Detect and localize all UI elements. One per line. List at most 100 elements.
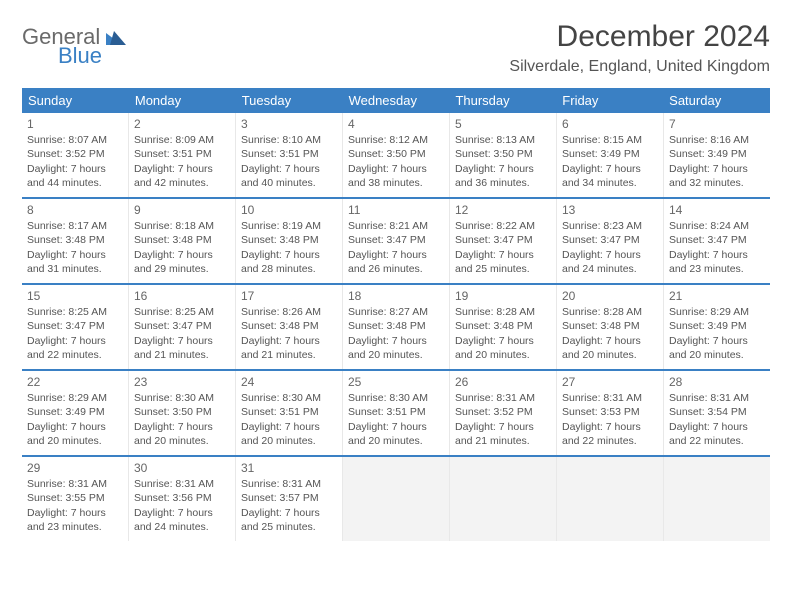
day-header: Friday bbox=[556, 88, 663, 113]
sunrise-text: Sunrise: 8:25 AM bbox=[134, 305, 230, 319]
daylight-text: Daylight: 7 hours bbox=[562, 334, 658, 348]
daylight-text: and 20 minutes. bbox=[348, 434, 444, 448]
day-cell: 20Sunrise: 8:28 AMSunset: 3:48 PMDayligh… bbox=[557, 285, 664, 369]
sunset-text: Sunset: 3:50 PM bbox=[455, 147, 551, 161]
day-cell: 16Sunrise: 8:25 AMSunset: 3:47 PMDayligh… bbox=[129, 285, 236, 369]
day-cell: 29Sunrise: 8:31 AMSunset: 3:55 PMDayligh… bbox=[22, 457, 129, 541]
day-number: 26 bbox=[455, 374, 551, 390]
daylight-text: Daylight: 7 hours bbox=[134, 248, 230, 262]
daylight-text: Daylight: 7 hours bbox=[134, 162, 230, 176]
daylight-text: and 25 minutes. bbox=[241, 520, 337, 534]
day-cell: 23Sunrise: 8:30 AMSunset: 3:50 PMDayligh… bbox=[129, 371, 236, 455]
week-row: 1Sunrise: 8:07 AMSunset: 3:52 PMDaylight… bbox=[22, 113, 770, 199]
day-number: 19 bbox=[455, 288, 551, 304]
day-number: 1 bbox=[27, 116, 123, 132]
sunrise-text: Sunrise: 8:18 AM bbox=[134, 219, 230, 233]
day-cell: 11Sunrise: 8:21 AMSunset: 3:47 PMDayligh… bbox=[343, 199, 450, 283]
daylight-text: Daylight: 7 hours bbox=[241, 162, 337, 176]
day-cell: 22Sunrise: 8:29 AMSunset: 3:49 PMDayligh… bbox=[22, 371, 129, 455]
daylight-text: Daylight: 7 hours bbox=[348, 334, 444, 348]
daylight-text: and 22 minutes. bbox=[27, 348, 123, 362]
day-cell: 13Sunrise: 8:23 AMSunset: 3:47 PMDayligh… bbox=[557, 199, 664, 283]
daylight-text: and 29 minutes. bbox=[134, 262, 230, 276]
sunset-text: Sunset: 3:49 PM bbox=[27, 405, 123, 419]
day-cell: 2Sunrise: 8:09 AMSunset: 3:51 PMDaylight… bbox=[129, 113, 236, 197]
sunrise-text: Sunrise: 8:31 AM bbox=[562, 391, 658, 405]
sunset-text: Sunset: 3:57 PM bbox=[241, 491, 337, 505]
day-cell-empty bbox=[664, 457, 770, 541]
daylight-text: Daylight: 7 hours bbox=[455, 334, 551, 348]
day-number: 2 bbox=[134, 116, 230, 132]
sunrise-text: Sunrise: 8:10 AM bbox=[241, 133, 337, 147]
sunrise-text: Sunrise: 8:29 AM bbox=[669, 305, 765, 319]
day-cell: 3Sunrise: 8:10 AMSunset: 3:51 PMDaylight… bbox=[236, 113, 343, 197]
sunrise-text: Sunrise: 8:31 AM bbox=[669, 391, 765, 405]
day-number: 23 bbox=[134, 374, 230, 390]
day-number: 22 bbox=[27, 374, 123, 390]
daylight-text: and 38 minutes. bbox=[348, 176, 444, 190]
sunset-text: Sunset: 3:52 PM bbox=[27, 147, 123, 161]
daylight-text: Daylight: 7 hours bbox=[27, 506, 123, 520]
day-cell: 5Sunrise: 8:13 AMSunset: 3:50 PMDaylight… bbox=[450, 113, 557, 197]
sunset-text: Sunset: 3:56 PM bbox=[134, 491, 230, 505]
sunset-text: Sunset: 3:47 PM bbox=[562, 233, 658, 247]
logo: General Blue bbox=[22, 20, 128, 67]
week-row: 15Sunrise: 8:25 AMSunset: 3:47 PMDayligh… bbox=[22, 285, 770, 371]
daylight-text: and 21 minutes. bbox=[241, 348, 337, 362]
day-number: 25 bbox=[348, 374, 444, 390]
day-number: 10 bbox=[241, 202, 337, 218]
day-cell: 10Sunrise: 8:19 AMSunset: 3:48 PMDayligh… bbox=[236, 199, 343, 283]
daylight-text: and 22 minutes. bbox=[562, 434, 658, 448]
daylight-text: and 20 minutes. bbox=[669, 348, 765, 362]
daylight-text: Daylight: 7 hours bbox=[562, 248, 658, 262]
sunset-text: Sunset: 3:48 PM bbox=[562, 319, 658, 333]
daylight-text: Daylight: 7 hours bbox=[134, 420, 230, 434]
daylight-text: and 22 minutes. bbox=[669, 434, 765, 448]
day-cell: 1Sunrise: 8:07 AMSunset: 3:52 PMDaylight… bbox=[22, 113, 129, 197]
daylight-text: and 20 minutes. bbox=[27, 434, 123, 448]
sunset-text: Sunset: 3:47 PM bbox=[455, 233, 551, 247]
sunset-text: Sunset: 3:54 PM bbox=[669, 405, 765, 419]
day-number: 31 bbox=[241, 460, 337, 476]
sunrise-text: Sunrise: 8:31 AM bbox=[134, 477, 230, 491]
daylight-text: Daylight: 7 hours bbox=[669, 162, 765, 176]
daylight-text: and 36 minutes. bbox=[455, 176, 551, 190]
day-header: Thursday bbox=[449, 88, 556, 113]
sunset-text: Sunset: 3:50 PM bbox=[134, 405, 230, 419]
sunrise-text: Sunrise: 8:29 AM bbox=[27, 391, 123, 405]
logo-text-block: General Blue bbox=[22, 26, 102, 67]
sunrise-text: Sunrise: 8:12 AM bbox=[348, 133, 444, 147]
sunrise-text: Sunrise: 8:30 AM bbox=[348, 391, 444, 405]
day-cell: 30Sunrise: 8:31 AMSunset: 3:56 PMDayligh… bbox=[129, 457, 236, 541]
day-cell: 24Sunrise: 8:30 AMSunset: 3:51 PMDayligh… bbox=[236, 371, 343, 455]
daylight-text: Daylight: 7 hours bbox=[27, 420, 123, 434]
day-header: Wednesday bbox=[343, 88, 450, 113]
day-number: 24 bbox=[241, 374, 337, 390]
daylight-text: Daylight: 7 hours bbox=[669, 420, 765, 434]
day-number: 8 bbox=[27, 202, 123, 218]
day-cell: 31Sunrise: 8:31 AMSunset: 3:57 PMDayligh… bbox=[236, 457, 343, 541]
day-cell: 28Sunrise: 8:31 AMSunset: 3:54 PMDayligh… bbox=[664, 371, 770, 455]
day-cell: 17Sunrise: 8:26 AMSunset: 3:48 PMDayligh… bbox=[236, 285, 343, 369]
day-number: 7 bbox=[669, 116, 765, 132]
day-cell: 25Sunrise: 8:30 AMSunset: 3:51 PMDayligh… bbox=[343, 371, 450, 455]
sunrise-text: Sunrise: 8:16 AM bbox=[669, 133, 765, 147]
daylight-text: Daylight: 7 hours bbox=[455, 248, 551, 262]
daylight-text: and 28 minutes. bbox=[241, 262, 337, 276]
day-cell: 21Sunrise: 8:29 AMSunset: 3:49 PMDayligh… bbox=[664, 285, 770, 369]
page-header: General Blue December 2024 Silverdale, E… bbox=[22, 20, 770, 76]
title-block: December 2024 Silverdale, England, Unite… bbox=[509, 20, 770, 76]
sunrise-text: Sunrise: 8:13 AM bbox=[455, 133, 551, 147]
sunset-text: Sunset: 3:50 PM bbox=[348, 147, 444, 161]
day-cell: 6Sunrise: 8:15 AMSunset: 3:49 PMDaylight… bbox=[557, 113, 664, 197]
daylight-text: and 40 minutes. bbox=[241, 176, 337, 190]
month-title: December 2024 bbox=[509, 20, 770, 54]
sunset-text: Sunset: 3:55 PM bbox=[27, 491, 123, 505]
sunrise-text: Sunrise: 8:21 AM bbox=[348, 219, 444, 233]
sunset-text: Sunset: 3:48 PM bbox=[241, 319, 337, 333]
sunrise-text: Sunrise: 8:27 AM bbox=[348, 305, 444, 319]
day-number: 28 bbox=[669, 374, 765, 390]
daylight-text: Daylight: 7 hours bbox=[455, 420, 551, 434]
day-number: 4 bbox=[348, 116, 444, 132]
daylight-text: and 20 minutes. bbox=[241, 434, 337, 448]
